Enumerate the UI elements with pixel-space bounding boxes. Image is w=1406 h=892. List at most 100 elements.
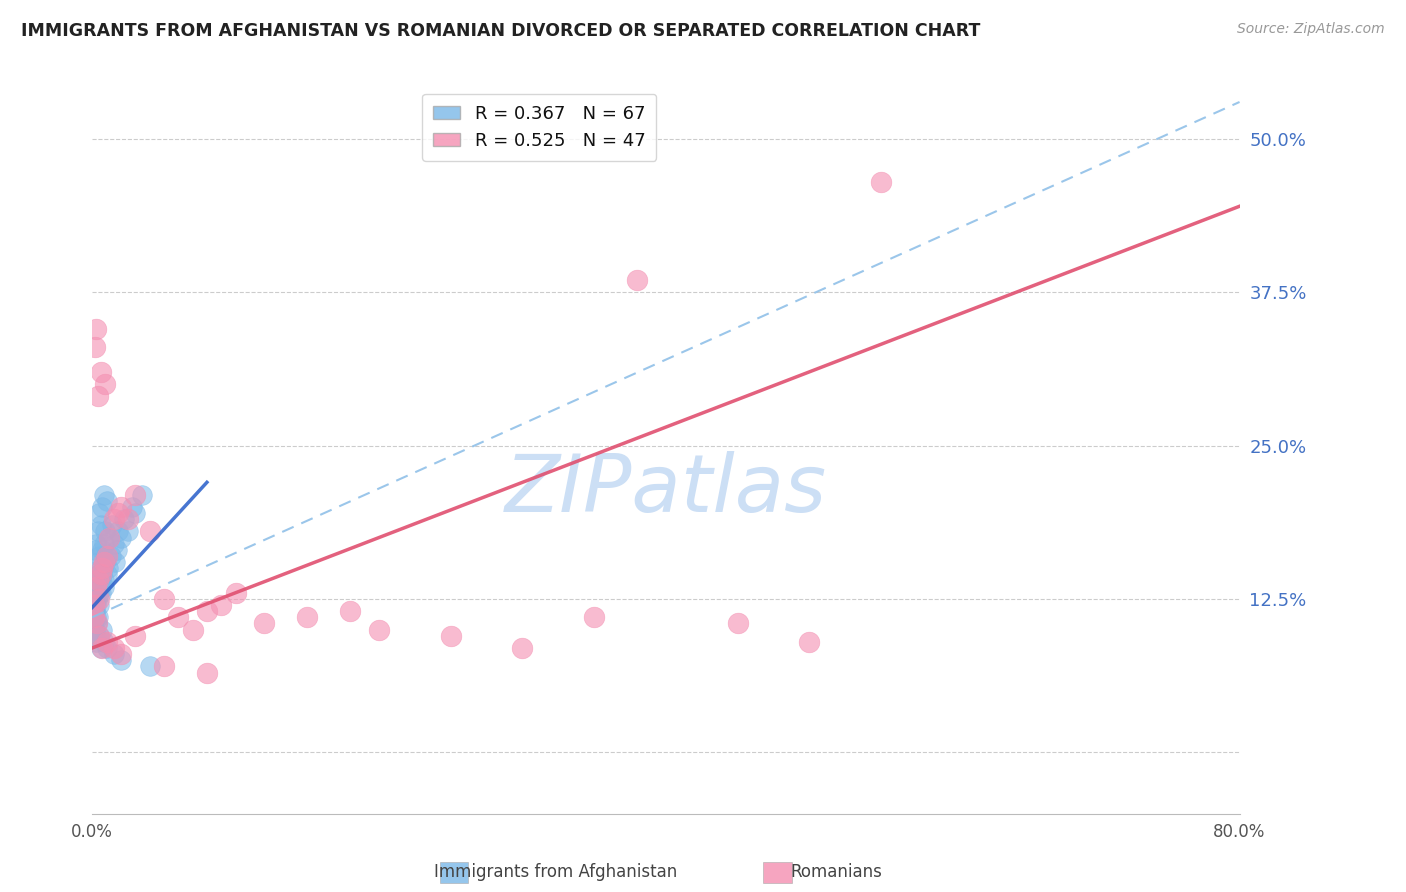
Point bbox=[440, 629, 463, 643]
Point bbox=[84, 598, 107, 612]
Point bbox=[98, 531, 121, 545]
Point bbox=[90, 518, 112, 533]
Point bbox=[84, 542, 107, 557]
Point bbox=[91, 542, 114, 557]
Point bbox=[86, 635, 108, 649]
Point bbox=[89, 598, 111, 612]
Point bbox=[84, 604, 107, 618]
Point bbox=[167, 610, 190, 624]
Point bbox=[82, 616, 104, 631]
Point bbox=[727, 616, 749, 631]
Point bbox=[83, 604, 105, 618]
Point bbox=[138, 524, 160, 539]
Legend: R = 0.367   N = 67, R = 0.525   N = 47: R = 0.367 N = 67, R = 0.525 N = 47 bbox=[422, 94, 657, 161]
Point bbox=[86, 580, 108, 594]
Point bbox=[297, 610, 319, 624]
Point bbox=[84, 322, 107, 336]
Point bbox=[96, 567, 118, 582]
Point bbox=[131, 487, 153, 501]
Point bbox=[512, 640, 534, 655]
Point bbox=[84, 574, 107, 588]
Point bbox=[83, 610, 105, 624]
Point bbox=[90, 567, 112, 582]
Point bbox=[89, 591, 111, 606]
Point bbox=[104, 555, 127, 569]
Text: IMMIGRANTS FROM AFGHANISTAN VS ROMANIAN DIVORCED OR SEPARATED CORRELATION CHART: IMMIGRANTS FROM AFGHANISTAN VS ROMANIAN … bbox=[21, 22, 980, 40]
Point bbox=[87, 555, 110, 569]
Point bbox=[89, 580, 111, 594]
Point bbox=[96, 549, 118, 563]
Point bbox=[87, 574, 110, 588]
Point bbox=[91, 623, 114, 637]
Point bbox=[87, 389, 110, 403]
Point bbox=[110, 647, 132, 661]
Point bbox=[84, 340, 107, 354]
Point bbox=[87, 586, 110, 600]
Point bbox=[121, 500, 143, 514]
Point bbox=[124, 629, 146, 643]
Point bbox=[103, 512, 125, 526]
Point bbox=[117, 524, 139, 539]
Point bbox=[101, 518, 124, 533]
Point bbox=[87, 610, 110, 624]
Point bbox=[124, 487, 146, 501]
Point bbox=[93, 536, 115, 550]
Point bbox=[89, 549, 111, 563]
Point bbox=[91, 640, 114, 655]
Point bbox=[83, 586, 105, 600]
Point bbox=[339, 604, 361, 618]
Point bbox=[368, 623, 391, 637]
Point bbox=[153, 591, 176, 606]
Point bbox=[90, 586, 112, 600]
Point bbox=[86, 616, 108, 631]
Point bbox=[107, 524, 129, 539]
Point bbox=[110, 653, 132, 667]
Point bbox=[153, 659, 176, 673]
Point bbox=[91, 567, 114, 582]
Point bbox=[96, 635, 118, 649]
Point bbox=[94, 555, 117, 569]
Point bbox=[89, 629, 111, 643]
Point bbox=[96, 493, 118, 508]
Point bbox=[87, 524, 110, 539]
Point bbox=[107, 506, 129, 520]
Point bbox=[138, 659, 160, 673]
Point bbox=[86, 616, 108, 631]
Point bbox=[84, 623, 107, 637]
Point bbox=[181, 623, 204, 637]
Point bbox=[93, 580, 115, 594]
Point bbox=[110, 531, 132, 545]
Point bbox=[91, 561, 114, 575]
Point bbox=[124, 506, 146, 520]
Point bbox=[195, 604, 218, 618]
Point bbox=[110, 500, 132, 514]
Point bbox=[83, 623, 105, 637]
Point bbox=[117, 512, 139, 526]
Point bbox=[90, 561, 112, 575]
Point bbox=[96, 549, 118, 563]
Point bbox=[626, 273, 648, 287]
Point bbox=[870, 175, 893, 189]
Point bbox=[91, 500, 114, 514]
Point bbox=[103, 640, 125, 655]
Point bbox=[93, 555, 115, 569]
Point bbox=[93, 487, 115, 501]
Point bbox=[195, 665, 218, 680]
Point bbox=[83, 598, 105, 612]
Point bbox=[90, 365, 112, 379]
Point bbox=[97, 561, 120, 575]
Point bbox=[103, 647, 125, 661]
Text: ZIPatlas: ZIPatlas bbox=[505, 450, 827, 529]
Text: Immigrants from Afghanistan: Immigrants from Afghanistan bbox=[433, 863, 678, 881]
Text: Romanians: Romanians bbox=[790, 863, 883, 881]
Point bbox=[89, 567, 111, 582]
Point bbox=[98, 531, 121, 545]
Point bbox=[112, 512, 135, 526]
Point bbox=[103, 536, 125, 550]
Text: Source: ZipAtlas.com: Source: ZipAtlas.com bbox=[1237, 22, 1385, 37]
Point bbox=[86, 536, 108, 550]
Point bbox=[583, 610, 606, 624]
Point bbox=[89, 506, 111, 520]
Point bbox=[91, 561, 114, 575]
Point bbox=[93, 574, 115, 588]
